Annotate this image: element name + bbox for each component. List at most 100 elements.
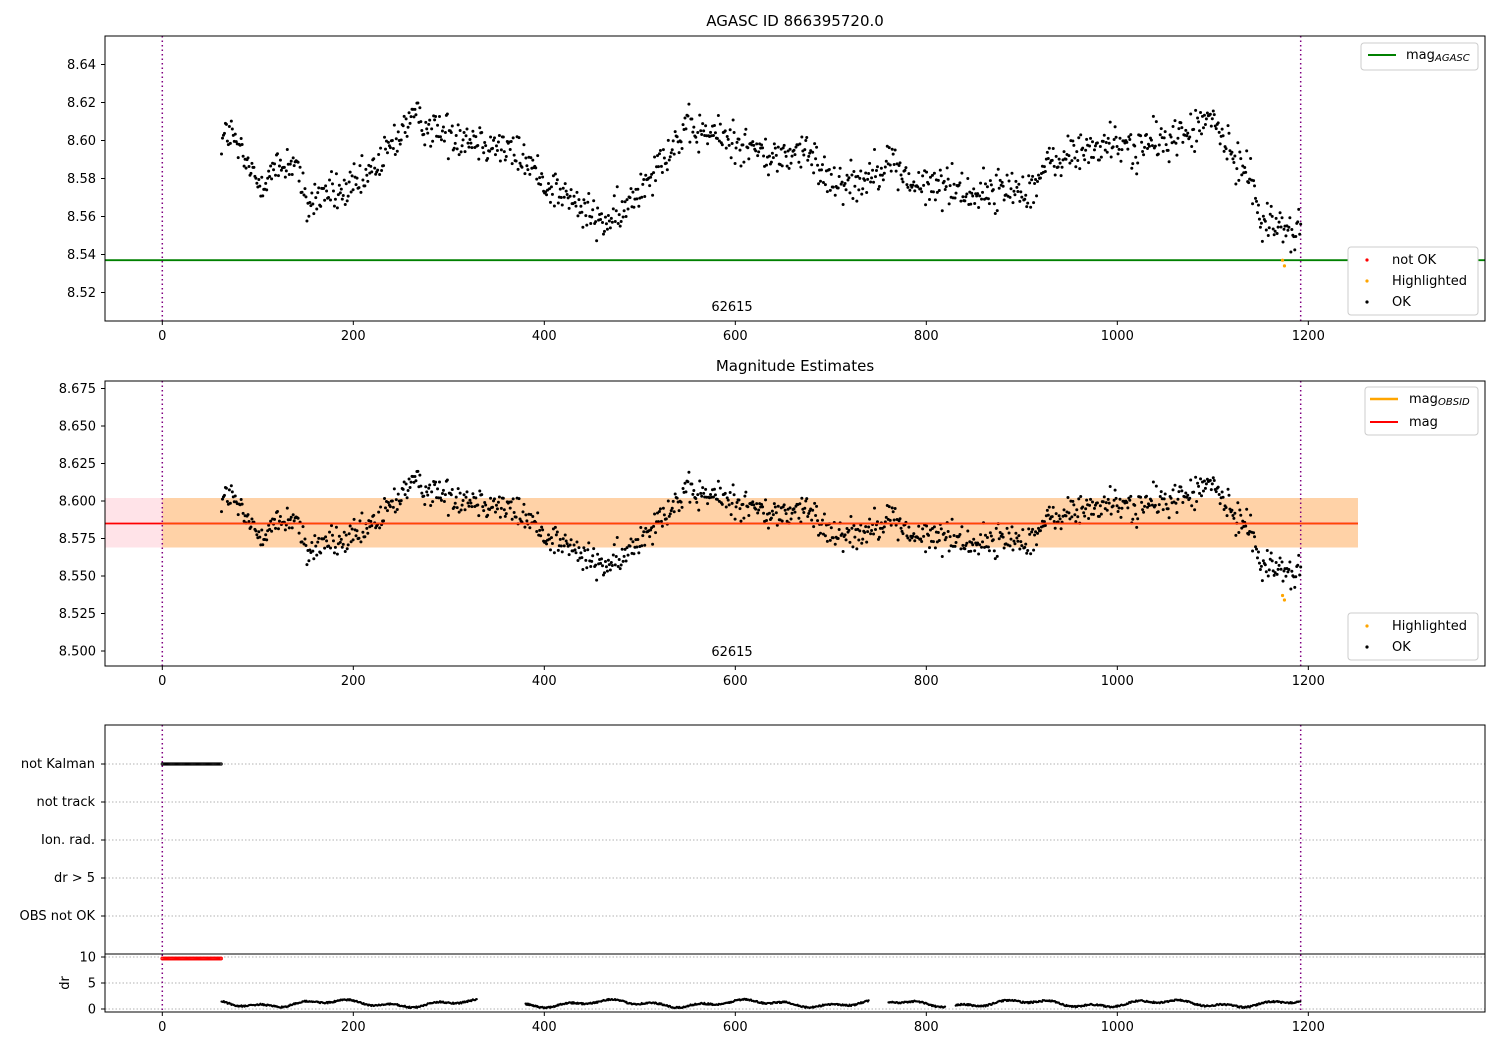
ok-point xyxy=(323,198,327,202)
ok-point xyxy=(1237,530,1241,534)
ok-point xyxy=(825,190,829,194)
ok-point xyxy=(1233,511,1237,515)
ok-point xyxy=(673,492,677,496)
ok-point xyxy=(481,146,485,150)
ok-point xyxy=(653,155,657,159)
ok-point xyxy=(392,123,396,127)
ok-point xyxy=(841,203,845,207)
ok-point xyxy=(782,143,786,147)
ok-point xyxy=(1151,480,1155,484)
ok-point xyxy=(370,170,374,174)
ok-point xyxy=(1025,205,1029,209)
ok-point xyxy=(937,188,941,192)
ok-point xyxy=(603,215,607,219)
ok-point xyxy=(572,194,576,198)
ok-point xyxy=(220,136,224,140)
ok-point xyxy=(574,551,578,555)
ok-point xyxy=(322,537,326,541)
ok-point xyxy=(498,515,502,519)
agasc-obsid-label: 62615 xyxy=(711,300,752,315)
ok-point xyxy=(562,544,566,548)
ok-point xyxy=(679,140,683,144)
ok-point xyxy=(975,194,979,198)
ok-point xyxy=(224,486,228,490)
ok-point xyxy=(1195,499,1199,503)
ok-point xyxy=(688,500,692,504)
ok-point xyxy=(491,146,495,150)
ok-point xyxy=(469,501,473,505)
ok-point xyxy=(391,505,395,509)
ok-point xyxy=(792,507,796,511)
ok-point xyxy=(849,514,853,518)
ok-point xyxy=(279,168,283,172)
ok-point xyxy=(493,510,497,514)
ok-point xyxy=(443,130,447,134)
ok-point xyxy=(324,535,328,539)
ok-point xyxy=(877,535,881,539)
highlighted-point xyxy=(1280,258,1285,262)
ok-point xyxy=(568,194,572,198)
ok-point xyxy=(776,145,780,149)
ok-point xyxy=(1017,534,1021,538)
ok-point xyxy=(339,537,343,541)
ok-point xyxy=(868,161,872,165)
ok-point xyxy=(1058,161,1062,165)
ok-point xyxy=(258,535,262,539)
ok-point xyxy=(529,512,533,516)
ok-point xyxy=(860,541,864,545)
ok-point xyxy=(1014,179,1018,183)
ok-point xyxy=(810,518,814,522)
ok-point xyxy=(1244,524,1248,528)
ok-point xyxy=(549,185,553,189)
ok-point xyxy=(639,172,643,176)
ok-point xyxy=(919,537,923,541)
ok-point xyxy=(334,525,338,529)
ok-point xyxy=(995,209,999,213)
ok-point xyxy=(565,192,569,196)
ok-point xyxy=(257,177,261,181)
ok-point xyxy=(496,140,500,144)
ok-point xyxy=(775,523,779,527)
ok-point xyxy=(843,181,847,185)
ok-point xyxy=(1203,486,1207,490)
x-tick-label: 1200 xyxy=(1292,329,1325,344)
ok-point xyxy=(1240,173,1244,177)
ok-point xyxy=(698,479,702,483)
ok-point xyxy=(675,135,679,139)
ok-point xyxy=(246,513,250,517)
ok-point xyxy=(449,131,453,135)
ok-point xyxy=(715,497,719,501)
ok-point xyxy=(254,529,258,533)
ok-point xyxy=(559,195,563,199)
ok-point xyxy=(1019,190,1023,194)
ok-point xyxy=(686,480,690,484)
ok-point xyxy=(1230,508,1234,512)
ok-point xyxy=(1075,508,1079,512)
ok-point xyxy=(816,163,820,167)
ok-point xyxy=(398,142,402,146)
ok-point xyxy=(1239,157,1243,161)
ok-point xyxy=(958,181,962,185)
ok-point xyxy=(767,511,771,515)
ok-point xyxy=(1261,559,1265,563)
ok-point xyxy=(582,546,586,550)
ok-point xyxy=(606,214,610,218)
ok-point xyxy=(407,111,411,115)
ok-point xyxy=(338,540,342,544)
ok-point xyxy=(452,146,456,150)
ok-point xyxy=(865,191,869,195)
ok-point xyxy=(482,509,486,513)
ok-point xyxy=(453,501,457,505)
ok-point xyxy=(783,150,787,154)
ok-point xyxy=(1026,548,1030,552)
x-tick-label: 800 xyxy=(914,1020,939,1035)
ok-point xyxy=(702,129,706,133)
ok-point xyxy=(592,547,596,551)
ok-point xyxy=(660,524,664,528)
flags-row-not-track: not track xyxy=(36,795,95,810)
ok-point xyxy=(1082,153,1086,157)
ok-point xyxy=(661,148,665,152)
ok-point xyxy=(1278,211,1282,215)
ok-point xyxy=(724,505,728,509)
ok-point xyxy=(681,123,685,127)
